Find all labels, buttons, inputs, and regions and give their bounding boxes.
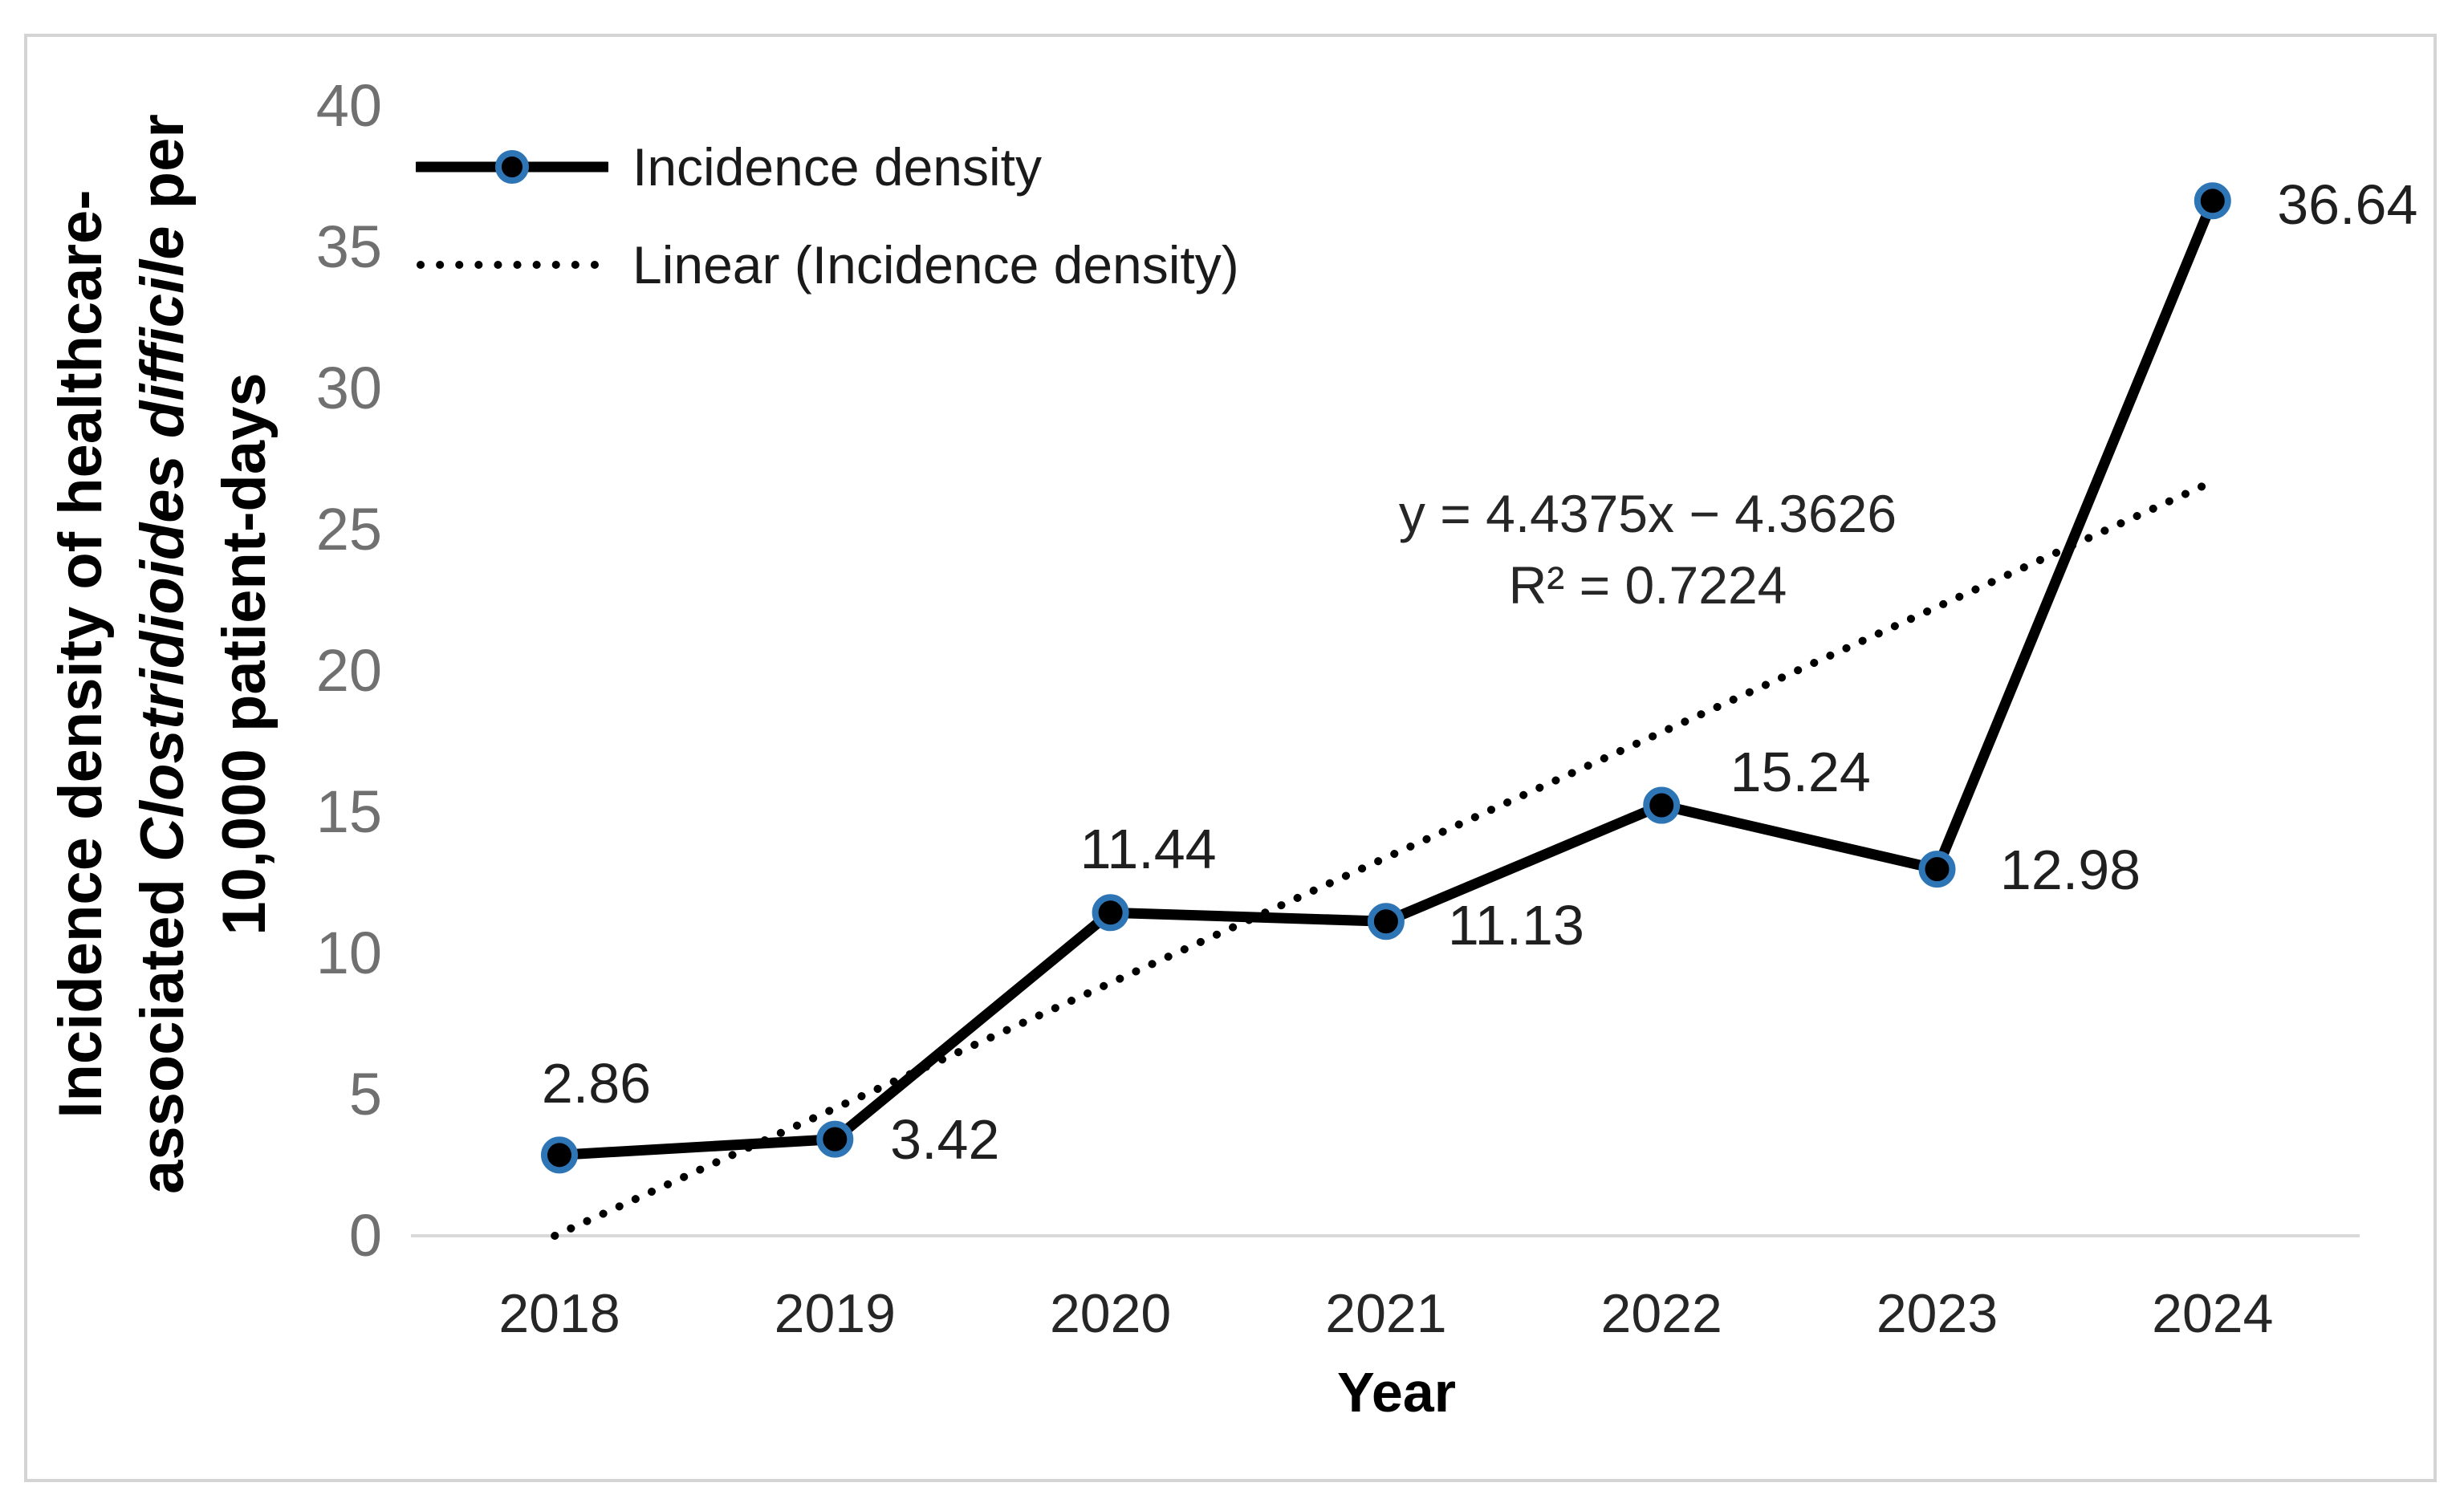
y-tick-label: 25 — [315, 496, 382, 563]
trendline-equation: y = 4.4375x − 4.3626 R² = 0.7224 — [1399, 478, 1897, 621]
y-tick-label: 15 — [315, 778, 382, 845]
data-point-marker — [816, 1120, 854, 1158]
data-point-marker — [2194, 182, 2231, 220]
x-tick-label: 2021 — [1325, 1283, 1447, 1344]
data-point-label: 36.64 — [2277, 173, 2418, 237]
y-tick-label: 40 — [315, 72, 382, 139]
x-tick-label: 2018 — [498, 1283, 620, 1344]
y-tick-label: 35 — [315, 213, 382, 280]
x-tick-label: 2024 — [2152, 1283, 2274, 1344]
data-point-label: 15.24 — [1730, 740, 1871, 803]
y-tick-label: 20 — [315, 637, 382, 704]
data-point-marker — [1918, 851, 1956, 888]
y-tick-label: 5 — [348, 1061, 382, 1127]
x-tick-label: 2022 — [1600, 1283, 1722, 1344]
y-tick-label: 10 — [315, 920, 382, 986]
legend-label-series: Incidence density — [632, 137, 1042, 197]
data-point-marker — [1092, 894, 1129, 932]
x-tick-label: 2023 — [1876, 1283, 1998, 1344]
x-tick-label: 2020 — [1049, 1283, 1172, 1344]
trendline-r-squared: R² = 0.7224 — [1508, 555, 1787, 615]
y-tick-label: 0 — [348, 1202, 382, 1269]
data-point-label: 2.86 — [541, 1052, 652, 1115]
data-point-marker — [541, 1136, 578, 1174]
data-point-label: 12.98 — [1999, 839, 2141, 902]
data-point-label: 3.42 — [890, 1107, 1000, 1171]
data-point-marker — [1367, 903, 1405, 940]
data-point-marker — [1643, 786, 1681, 824]
figure-border — [24, 34, 2437, 1482]
x-axis-title: Year — [1337, 1361, 1456, 1424]
x-tick-label: 2019 — [774, 1283, 896, 1344]
y-tick-label: 30 — [315, 355, 382, 421]
data-point-label: 11.44 — [1080, 818, 1217, 881]
trendline-equation-line: y = 4.4375x − 4.3626 — [1398, 484, 1897, 543]
legend-item-incidence-density: Incidence density — [416, 133, 1239, 201]
legend-label-trendline: Linear (Incidence density) — [632, 235, 1239, 295]
legend: Incidence density Linear (Incidence dens… — [416, 133, 1239, 299]
trendline-dotted — [551, 477, 2217, 1240]
series-line — [554, 195, 2218, 1160]
legend-line-marker-sample — [416, 150, 608, 184]
legend-marker-dot — [495, 150, 529, 184]
data-point-label: 11.13 — [1447, 894, 1584, 957]
legend-item-linear-trend: Linear (Incidence density) — [416, 231, 1239, 299]
legend-dotted-line-sample — [417, 261, 608, 269]
